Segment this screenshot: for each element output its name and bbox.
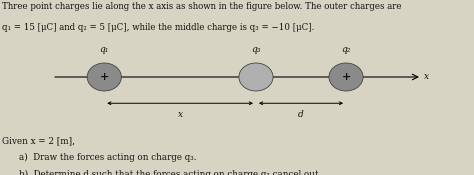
Text: b)  Determine d such that the forces acting on charge q₃ cancel out.: b) Determine d such that the forces acti…	[19, 170, 321, 175]
Ellipse shape	[87, 63, 121, 91]
Text: a)  Draw the forces acting on charge q₃.: a) Draw the forces acting on charge q₃.	[19, 153, 196, 162]
Ellipse shape	[329, 63, 363, 91]
Text: q₂: q₂	[341, 45, 351, 54]
Ellipse shape	[239, 63, 273, 91]
Text: d: d	[298, 110, 304, 119]
Text: Three point charges lie along the x axis as shown in the figure below. The outer: Three point charges lie along the x axis…	[2, 2, 402, 11]
Text: q₁: q₁	[100, 45, 109, 54]
Text: Given x = 2 [m],: Given x = 2 [m],	[2, 136, 75, 145]
Text: q₃: q₃	[251, 45, 261, 54]
Text: x: x	[178, 110, 182, 119]
Text: x: x	[424, 72, 429, 82]
Text: +: +	[341, 72, 351, 82]
Text: +: +	[100, 72, 109, 82]
Text: q₁ = 15 [μC] and q₂ = 5 [μC], while the middle charge is q₃ = −10 [μC].: q₁ = 15 [μC] and q₂ = 5 [μC], while the …	[2, 23, 315, 32]
